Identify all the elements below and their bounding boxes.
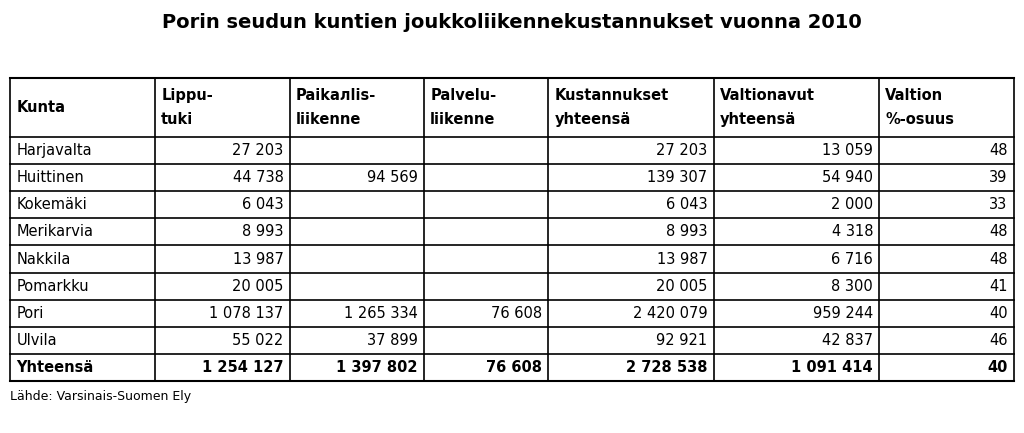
Text: 20 005: 20 005	[232, 279, 284, 294]
Text: 2 000: 2 000	[831, 197, 873, 212]
Text: Valtionavut: Valtionavut	[720, 88, 815, 103]
Text: liikenne: liikenne	[296, 112, 361, 127]
Text: 27 203: 27 203	[232, 143, 284, 158]
Text: 20 005: 20 005	[656, 279, 708, 294]
Text: Pori: Pori	[16, 306, 44, 321]
Text: 2 728 538: 2 728 538	[626, 360, 708, 375]
Text: 1 254 127: 1 254 127	[202, 360, 284, 375]
Text: Kunta: Kunta	[16, 100, 66, 115]
Text: 37 899: 37 899	[367, 333, 418, 348]
Text: Merikarvia: Merikarvia	[16, 224, 93, 239]
Text: 54 940: 54 940	[822, 170, 873, 185]
Text: 46: 46	[989, 333, 1008, 348]
Text: 48: 48	[989, 224, 1008, 239]
Text: 92 921: 92 921	[656, 333, 708, 348]
Text: 1 091 414: 1 091 414	[792, 360, 873, 375]
Text: 8 300: 8 300	[831, 279, 873, 294]
Text: 40: 40	[989, 306, 1008, 321]
Text: 48: 48	[989, 252, 1008, 267]
Text: 8 993: 8 993	[242, 224, 284, 239]
Text: Valtion: Valtion	[886, 88, 943, 103]
Text: 6 043: 6 043	[242, 197, 284, 212]
Text: Paikалlis-: Paikалlis-	[296, 88, 376, 103]
Text: 2 420 079: 2 420 079	[633, 306, 708, 321]
Text: 40: 40	[987, 360, 1008, 375]
Text: 6 043: 6 043	[666, 197, 708, 212]
Text: 1 078 137: 1 078 137	[209, 306, 284, 321]
Text: 41: 41	[989, 279, 1008, 294]
Text: 27 203: 27 203	[656, 143, 708, 158]
Text: Porin seudun kuntien joukkoliikennekustannukset vuonna 2010: Porin seudun kuntien joukkoliikennekusta…	[162, 13, 862, 32]
Text: 42 837: 42 837	[822, 333, 873, 348]
Text: 4 318: 4 318	[831, 224, 873, 239]
Text: Huittinen: Huittinen	[16, 170, 84, 185]
Text: liikenne: liikenne	[430, 112, 496, 127]
Text: 48: 48	[989, 143, 1008, 158]
Text: Nakkila: Nakkila	[16, 252, 71, 267]
Text: 1 265 334: 1 265 334	[344, 306, 418, 321]
Text: 76 608: 76 608	[490, 306, 542, 321]
Text: 33: 33	[989, 197, 1008, 212]
Text: Lähde: Varsinais-Suomen Ely: Lähde: Varsinais-Suomen Ely	[10, 390, 191, 403]
Text: 8 993: 8 993	[666, 224, 708, 239]
Text: 39: 39	[989, 170, 1008, 185]
Text: Lippu-: Lippu-	[161, 88, 213, 103]
Text: tuki: tuki	[161, 112, 194, 127]
Text: %-osuus: %-osuus	[886, 112, 954, 127]
Text: Ulvila: Ulvila	[16, 333, 57, 348]
Text: 6 716: 6 716	[831, 252, 873, 267]
Text: 959 244: 959 244	[813, 306, 873, 321]
Text: Kokemäki: Kokemäki	[16, 197, 87, 212]
Text: 76 608: 76 608	[486, 360, 542, 375]
Text: 139 307: 139 307	[647, 170, 708, 185]
Text: Palvelu-: Palvelu-	[430, 88, 497, 103]
Text: yhteensä: yhteensä	[720, 112, 796, 127]
Text: Yhteensä: Yhteensä	[16, 360, 93, 375]
Text: 13 987: 13 987	[232, 252, 284, 267]
Text: Harjavalta: Harjavalta	[16, 143, 92, 158]
Text: yhteensä: yhteensä	[554, 112, 631, 127]
Text: 13 987: 13 987	[656, 252, 708, 267]
Text: 44 738: 44 738	[232, 170, 284, 185]
Text: 13 059: 13 059	[822, 143, 873, 158]
Text: 1 397 802: 1 397 802	[337, 360, 418, 375]
Text: Pomarkku: Pomarkku	[16, 279, 89, 294]
Text: 55 022: 55 022	[232, 333, 284, 348]
Text: Kustannukset: Kustannukset	[554, 88, 669, 103]
Text: 94 569: 94 569	[367, 170, 418, 185]
